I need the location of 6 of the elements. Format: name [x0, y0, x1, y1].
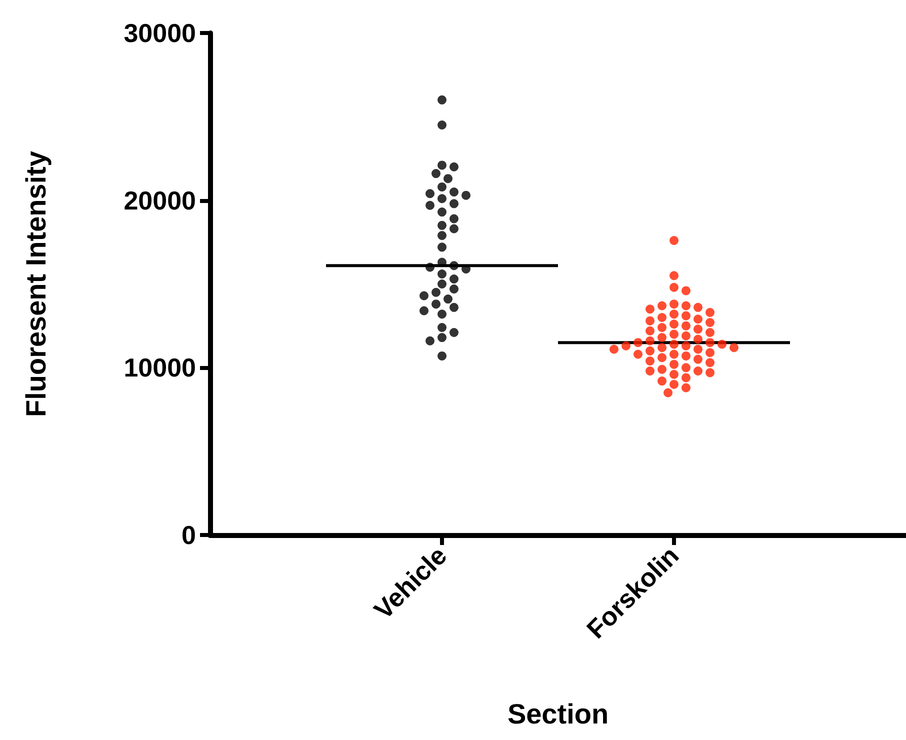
y-tick-label: 0 [182, 520, 196, 550]
y-tick-label: 20000 [124, 185, 196, 216]
y-tick-label: 10000 [124, 352, 196, 383]
x-axis-title: Section [507, 698, 609, 730]
y-axis-title: Fluoresent Intensity [20, 150, 52, 418]
y-tick-label: 30000 [124, 18, 196, 48]
